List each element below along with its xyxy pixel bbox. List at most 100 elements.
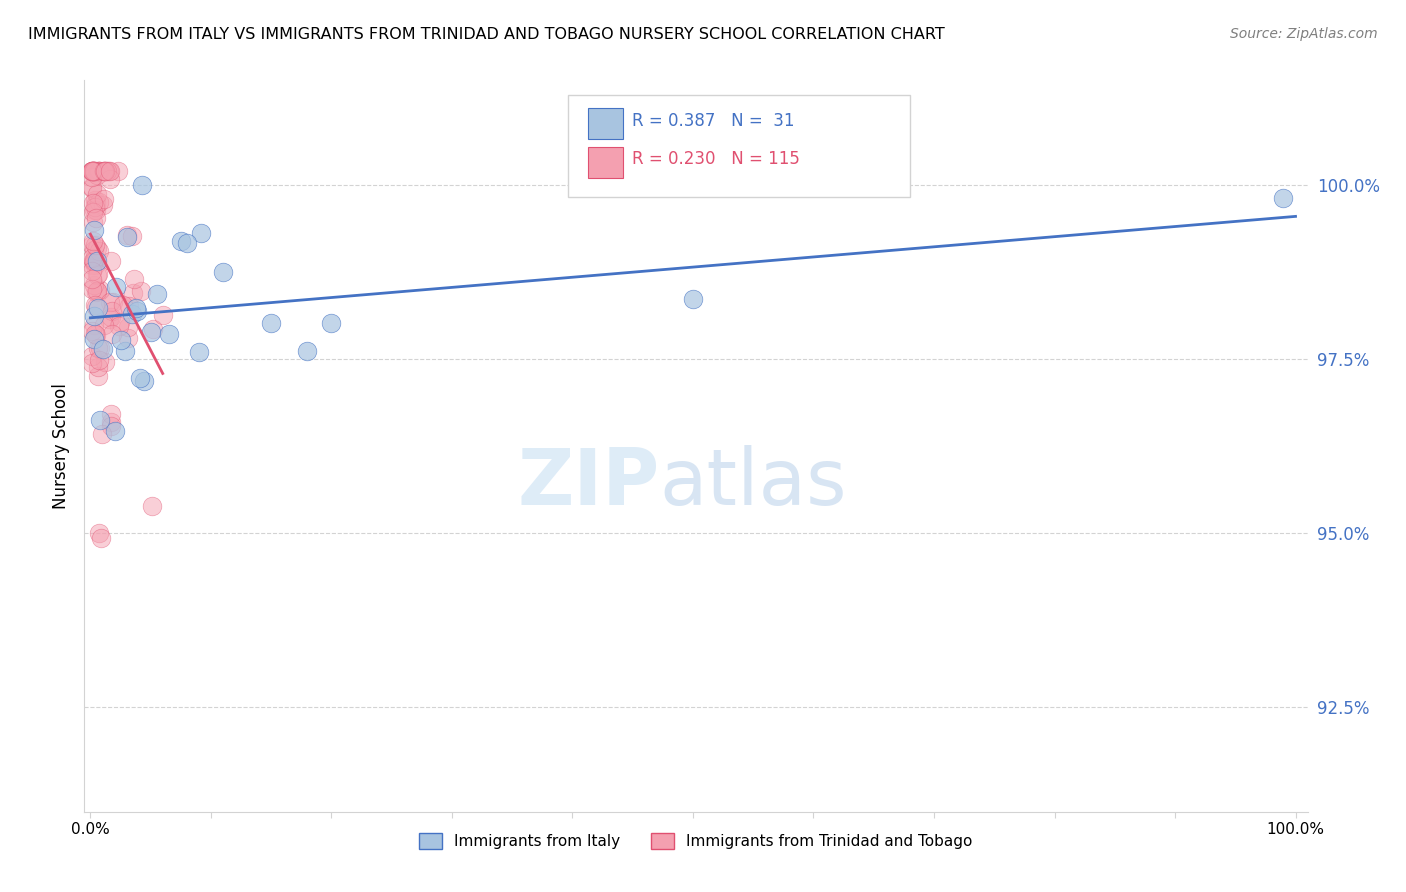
Y-axis label: Nursery School: Nursery School [52,383,70,509]
Point [104,425,127,439]
Point [121,228,143,243]
Point [89,341,111,355]
Point [83,164,105,178]
Point [82,164,104,178]
Point [190,227,212,241]
Point [142,322,165,336]
Bar [588,147,623,178]
Point [87,164,110,178]
Point [97,164,120,178]
Point [101,294,124,309]
Point [80,164,103,178]
Point [80,180,103,194]
Point [98,295,121,310]
Point [83,244,105,258]
Point [82,235,104,249]
Point [80,238,103,252]
Point [141,500,163,514]
Point [93,164,115,178]
Point [83,327,105,342]
Point [86,253,108,268]
Point [86,285,108,299]
Point [83,164,105,178]
Point [118,299,141,313]
Point [176,235,198,250]
Point [89,164,111,178]
Point [260,316,283,330]
Point [96,164,118,178]
Text: Source: ZipAtlas.com: Source: ZipAtlas.com [1230,27,1378,41]
Point [321,317,343,331]
Point [100,254,122,268]
Point [93,164,115,178]
Text: R = 0.387   N =  31: R = 0.387 N = 31 [633,112,794,129]
Point [96,164,118,178]
Point [83,297,105,311]
Point [114,343,136,358]
Point [80,252,103,266]
Point [83,253,105,268]
Point [84,194,107,208]
Point [83,164,105,178]
Point [89,413,111,427]
Point [93,318,115,333]
Point [80,170,103,185]
Point [87,360,110,375]
Point [100,172,122,186]
Bar [588,108,623,139]
Point [83,309,105,323]
Point [87,194,110,209]
Point [80,164,103,178]
Point [1272,191,1295,205]
Point [105,280,128,294]
Point [83,223,105,237]
Point [80,272,103,286]
Text: R = 0.230   N = 115: R = 0.230 N = 115 [633,150,800,169]
Point [94,164,117,178]
Point [145,287,167,301]
Point [86,268,108,283]
Point [100,304,122,318]
Point [80,164,103,178]
Point [86,327,108,342]
Point [157,326,180,341]
Point [86,284,108,298]
Point [87,301,110,316]
Point [121,285,143,300]
Point [83,332,105,346]
Point [82,196,104,211]
Point [89,164,111,178]
Point [80,164,103,178]
Point [132,374,155,388]
Point [82,164,104,178]
Point [117,319,139,334]
Point [86,168,108,182]
Point [80,164,103,178]
Point [93,164,115,178]
Text: atlas: atlas [659,444,846,521]
Legend: Immigrants from Italy, Immigrants from Trinidad and Tobago: Immigrants from Italy, Immigrants from T… [413,827,979,855]
Point [83,318,105,332]
Point [87,342,110,356]
Point [84,211,107,225]
Point [90,531,112,545]
Point [89,283,111,297]
Point [82,205,104,219]
Point [82,164,104,178]
Point [80,164,103,178]
Point [86,187,108,202]
Point [83,278,105,293]
Point [91,198,114,212]
Point [91,342,114,356]
Point [86,241,108,255]
Point [83,164,105,178]
Point [84,285,107,300]
Point [125,304,148,318]
Point [84,196,107,211]
Point [108,318,131,333]
Point [83,258,105,272]
Point [107,164,129,178]
Point [87,353,110,368]
Point [94,164,117,178]
Point [89,164,111,178]
